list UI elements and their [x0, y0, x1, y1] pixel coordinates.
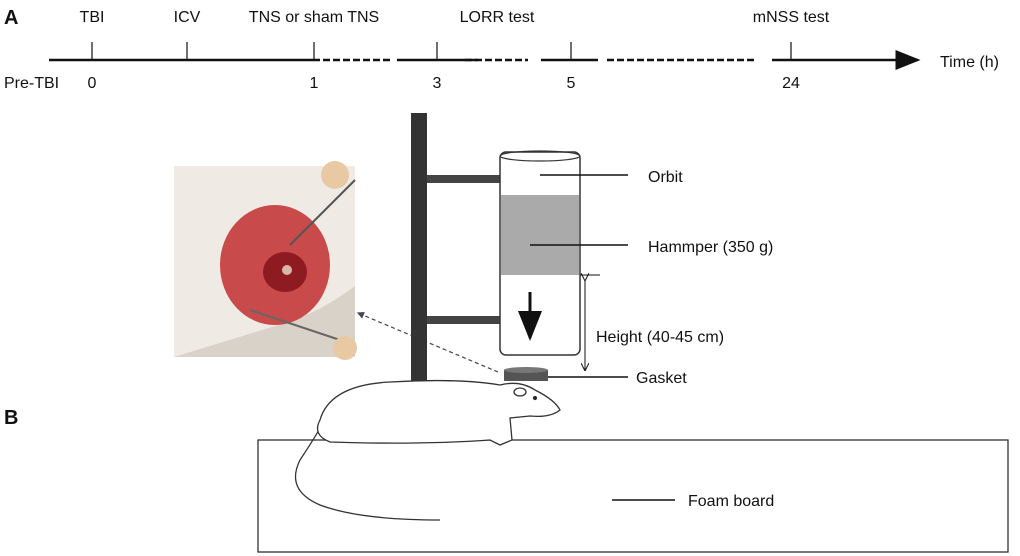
hammer-weight: [501, 195, 579, 275]
foam-board: [257, 439, 1009, 553]
rat-sketch: [294, 379, 561, 521]
time-label: Pre-TBI: [4, 75, 59, 92]
event-label: TBI: [80, 9, 105, 26]
time-label: 5: [567, 75, 576, 92]
axis-label: Time (h): [940, 54, 999, 71]
gasket-label: Gasket: [636, 370, 687, 387]
panel-a-label: A: [4, 7, 18, 29]
height-label: Height (40-45 cm): [596, 329, 724, 346]
photo-pointer-arrow: [356, 312, 499, 373]
time-label: 3: [433, 75, 442, 92]
guide-tube: [499, 150, 581, 356]
timeline-ticks: [91, 42, 792, 60]
hammer-label: Hammper (350 g): [648, 239, 773, 256]
label-leader-lines: [530, 174, 675, 501]
stand: [411, 113, 501, 391]
event-label: LORR test: [460, 9, 535, 26]
time-label: 0: [88, 75, 97, 92]
surgery-photo: [174, 161, 357, 360]
foam-board-label: Foam board: [688, 493, 774, 510]
time-label: 1: [310, 75, 319, 92]
event-label: ICV: [174, 9, 201, 26]
event-label: TNS or sham TNS: [249, 9, 379, 26]
time-label: 24: [782, 75, 800, 92]
event-label: mNSS test: [753, 9, 830, 26]
gasket: [504, 367, 548, 381]
panel-b-label: B: [4, 407, 18, 429]
orbit-label: Orbit: [648, 169, 683, 186]
